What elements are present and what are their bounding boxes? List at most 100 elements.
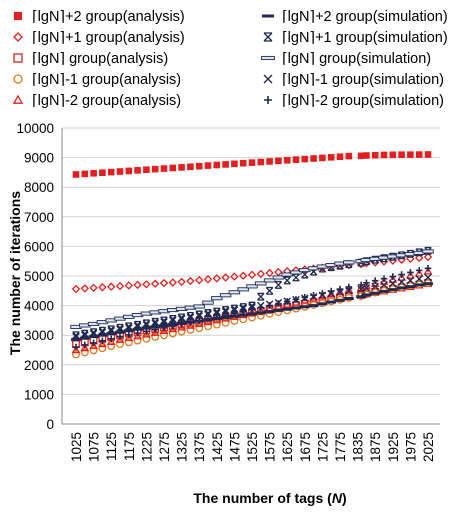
data-point: [150, 327, 160, 336]
legend-marker: [261, 55, 275, 61]
legend-label: ⌈lgN⌉+1 group(simulation): [282, 30, 448, 46]
legend-item: ⌈lgN⌉+1 group(simulation): [263, 30, 448, 46]
data-point: [151, 319, 159, 328]
data-point: [248, 301, 256, 310]
data-point: [327, 154, 335, 161]
data-point: [169, 322, 177, 330]
data-point: [290, 270, 302, 275]
data-point: [125, 322, 133, 331]
data-point: [133, 320, 142, 329]
data-point: [97, 339, 107, 348]
y-tick-label: 6000: [24, 239, 54, 254]
data-point: [211, 296, 223, 301]
legend-item: ⌈lgN⌉-1 group(simulation): [263, 72, 444, 88]
data-point: [98, 328, 107, 337]
data-point: [160, 165, 168, 172]
data-point: [178, 320, 185, 328]
data-point: [414, 268, 424, 277]
data-point: [160, 316, 168, 325]
series-10: [72, 265, 432, 351]
legend-item: ⌈lgN⌉+2 group(analysis): [14, 9, 185, 25]
data-point: [204, 162, 212, 169]
x-tick-label: 1675: [298, 432, 313, 462]
data-point: [239, 159, 247, 167]
data-point: [398, 271, 405, 278]
data-point: [160, 324, 168, 332]
legend-item: ⌈lgN⌉+1 group(analysis): [13, 30, 185, 46]
data-point: [203, 275, 213, 284]
data-point: [125, 167, 133, 175]
data-point: [407, 269, 414, 276]
data-point: [405, 270, 415, 279]
legend-label: ⌈lgN⌉+2 group(simulation): [282, 9, 448, 25]
y-tick-label: 10000: [16, 121, 54, 136]
data-point: [415, 267, 423, 274]
x-tick-label: 1225: [139, 432, 154, 462]
data-point: [213, 307, 221, 316]
data-point: [257, 304, 265, 311]
data-point: [80, 348, 89, 357]
data-point: [414, 253, 424, 263]
data-point: [283, 298, 291, 305]
data-point: [133, 331, 143, 340]
data-point: [230, 272, 239, 281]
data-point: [272, 275, 285, 280]
data-point: [212, 274, 222, 283]
data-point: [71, 345, 81, 354]
x-tick-label: 1375: [192, 432, 207, 462]
data-point: [116, 168, 124, 175]
data-point: [257, 292, 265, 301]
data-point: [142, 280, 151, 289]
data-point: [265, 286, 274, 295]
legend-item: ⌈lgN⌉-1 group(analysis): [13, 72, 181, 88]
data-point: [107, 325, 115, 334]
data-point: [99, 337, 106, 345]
legend-label: ⌈lgN⌉-2 group(simulation): [282, 93, 444, 109]
data-point: [99, 169, 106, 176]
data-point: [221, 306, 230, 314]
data-point: [371, 282, 379, 291]
series-8: [70, 249, 434, 329]
data-point: [275, 300, 282, 307]
x-tick-label: 2025: [421, 432, 436, 462]
data-point: [389, 279, 397, 288]
data-point: [150, 279, 160, 288]
legend-label: ⌈lgN⌉ group(analysis): [32, 51, 168, 67]
legend-label: ⌈lgN⌉-2 group(analysis): [32, 93, 181, 109]
data-point: [124, 333, 134, 342]
data-point: [336, 285, 344, 293]
y-axis-title: The number of iterations: [7, 191, 23, 355]
data-point: [151, 333, 160, 341]
data-point: [212, 320, 221, 329]
data-point: [221, 273, 230, 282]
data-point: [72, 171, 80, 178]
legend-label: ⌈lgN⌉+1 group(analysis): [32, 30, 185, 46]
data-point: [422, 249, 434, 254]
data-point: [363, 152, 370, 159]
data-point: [318, 264, 327, 273]
x-tick-label: 1925: [386, 432, 401, 462]
data-point: [345, 152, 353, 160]
y-tick-label: 3000: [24, 328, 54, 343]
data-point: [257, 158, 265, 166]
data-point: [292, 273, 300, 282]
data-point: [142, 319, 151, 328]
x-tick-label: 1775: [333, 432, 348, 462]
data-point: [415, 151, 423, 158]
x-tick-label: 1975: [403, 432, 418, 462]
legend: ⌈lgN⌉+2 group(analysis) ⌈lgN⌉+1 group(ana…: [12, 9, 448, 109]
data-point: [292, 156, 300, 163]
data-point: [177, 327, 186, 336]
data-point: [237, 287, 249, 292]
data-point: [160, 331, 168, 340]
data-point: [72, 331, 80, 340]
data-point: [203, 317, 213, 326]
x-tick-label: 1875: [368, 432, 383, 462]
x-tick-label: 1075: [87, 432, 102, 462]
y-tick-label: 9000: [24, 151, 54, 166]
x-tick-label: 1125: [104, 432, 119, 461]
data-point: [274, 267, 283, 277]
data-point: [89, 328, 98, 337]
data-point: [213, 309, 221, 317]
data-point: [292, 296, 300, 303]
